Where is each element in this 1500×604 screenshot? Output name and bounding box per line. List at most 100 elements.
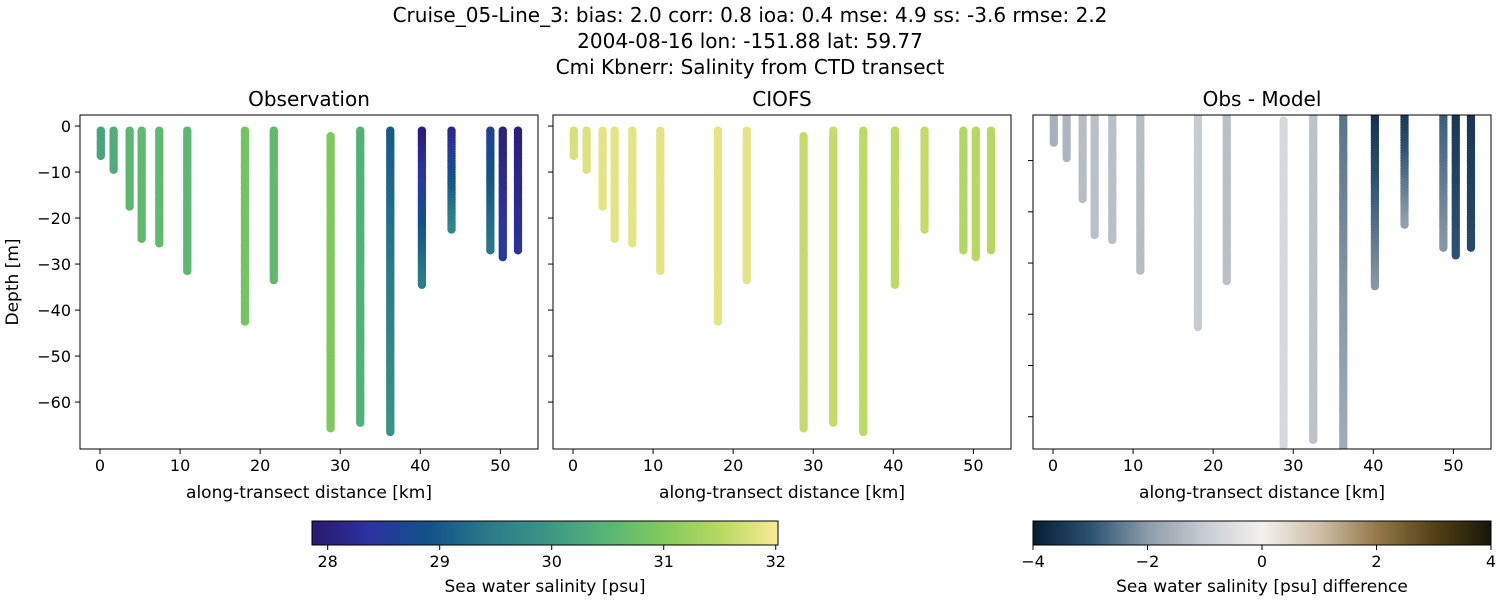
colorbar-label: Sea water salinity [psu] difference [1116,577,1408,597]
station-profile [356,126,365,427]
station-profile [1090,115,1099,240]
panel-title: Obs - Model [1203,87,1322,111]
data-point [1078,194,1087,204]
axes-frame [552,114,1012,450]
data-point [326,424,335,433]
station-profile [447,126,456,234]
station-profile [610,126,619,243]
data-point [971,252,980,262]
station-profile [486,126,495,255]
panels: 0 10 20 30 40 50 0 −10 −20 −30 −40 −50 −60 Observatio… [3,87,1492,503]
data-point [1451,251,1460,260]
station-profile [155,126,164,248]
x-tick-label: 30 [330,456,350,475]
colorbar-difference: −4 −2 0 2 4 Sea water salinity [psu] differen… [1021,520,1496,597]
data-point [628,239,637,248]
colorbar-salinity: 28 29 30 31 32 Sea water salinity [psu] [311,520,786,597]
data-point [498,252,507,262]
station-profile [137,126,146,243]
station-profile [1400,115,1409,229]
data-point [1339,445,1348,449]
station-profile [417,126,427,289]
data-point [109,165,118,174]
station-profile [1062,115,1071,163]
colorbar-label: Sea water salinity [psu] [445,577,646,597]
station-profile [109,126,118,174]
x-axis-label: along-transect distance [km] [659,483,905,503]
data-point [386,427,395,437]
station-profile [569,126,579,161]
station-profile [890,126,900,289]
x-tick-label: 10 [170,456,190,475]
colorbar-tick-label: 31 [654,552,674,571]
station-profile [1451,115,1460,260]
data-point [137,234,146,243]
colorbar-tick-label: 29 [430,552,450,571]
data-point [986,246,996,255]
colorbar-gradient [1032,520,1492,546]
x-tick-label: 20 [723,456,743,475]
colorbar-tick-label: 0 [1257,552,1267,571]
colorbar-tick-label: 30 [542,552,562,571]
station-profile [240,126,250,326]
data-point [1309,435,1318,444]
data-point [1136,266,1145,275]
data-point [417,280,427,289]
scatter-points [1049,115,1476,449]
data-point [1466,243,1476,252]
data-point [959,246,968,255]
panel-title: CIOFS [752,87,811,111]
colorbar-tick-label: 32 [766,552,786,571]
station-profile [1108,115,1117,245]
data-point [1222,276,1231,286]
data-point [742,275,751,285]
colorbar-tick-label: −2 [1136,552,1160,571]
data-point [1062,153,1071,163]
data-point [890,280,900,289]
title-line-1: Cruise_05-Line_3: bias: 2.0 corr: 0.8 io… [393,3,1108,27]
panel-observation: 0 10 20 30 40 50 0 −10 −20 −30 −40 −50 −60 Observatio… [3,87,539,503]
station-profile [971,126,980,262]
y-tick-label: −40 [37,301,71,320]
panel-obs-model: 0 10 20 30 40 50 Obs - Model along-transect dis… [1028,87,1492,503]
station-profile [959,126,968,255]
data-point [269,275,278,285]
x-tick-label: 20 [250,456,270,475]
station-profile [1136,115,1145,275]
figure-title: Cruise_05-Line_3: bias: 2.0 corr: 0.8 io… [393,3,1108,79]
data-point [240,317,250,326]
station-profile [498,126,507,262]
station-profile [1309,115,1318,444]
y-tick-label: −10 [37,163,71,182]
x-tick-label: 10 [1123,456,1143,475]
data-point [1370,281,1380,291]
data-point [96,151,106,161]
station-profile [386,126,395,437]
panel-title: Observation [248,87,370,111]
station-profile [1078,115,1087,204]
data-point [859,427,868,437]
x-tick-label: 50 [1443,456,1463,475]
scatter-points [569,126,996,437]
data-point [155,239,164,248]
data-point [1400,220,1409,229]
colorbar-tick-label: 4 [1486,552,1496,571]
station-profile [799,131,808,433]
station-profile [1370,115,1380,291]
station-profile [1193,115,1203,332]
data-point [183,266,192,276]
axes-frame [1032,114,1492,450]
station-profile [1222,115,1231,286]
data-point [656,266,665,276]
station-profile [582,126,591,174]
x-tick-label: 10 [643,456,663,475]
station-profile [1049,115,1059,147]
station-profile [986,126,996,255]
panel-ciofs: 0 10 20 30 40 50 CIOFS along-transect distance … [548,87,1012,503]
station-profile [598,126,607,211]
data-point [829,418,838,427]
x-tick-label: 0 [1048,456,1058,475]
station-profile [920,126,929,234]
y-axis-label: Depth [m] [3,238,23,325]
data-point [610,234,619,243]
